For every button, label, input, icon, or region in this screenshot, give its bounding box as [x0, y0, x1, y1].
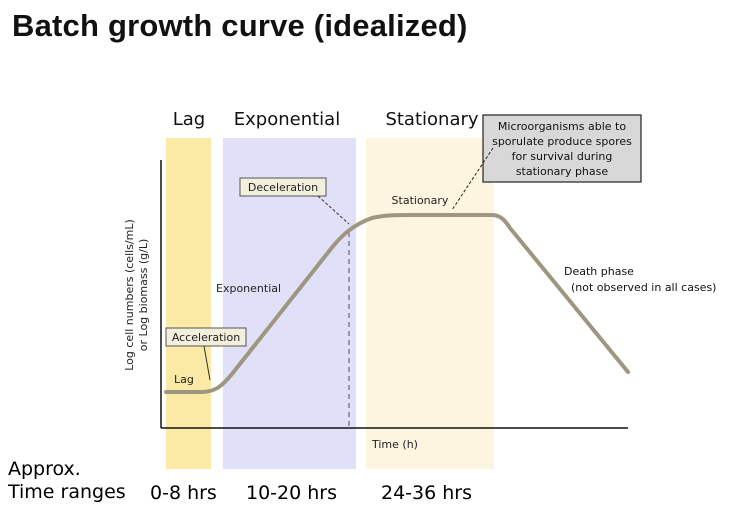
stationary-band [366, 138, 494, 469]
lag-band [166, 138, 211, 469]
phase-header-lag: Lag [173, 109, 205, 130]
phase-header-exponential: Exponential [234, 109, 340, 130]
callout-line-4: stationary phase [516, 165, 609, 178]
y-axis-label-line1: Log cell numbers (cells/mL) [123, 219, 136, 371]
deceleration-pointer [317, 195, 350, 225]
curve-label-death-note: (not observed in all cases) [571, 281, 716, 294]
callout-line-3: for survival during [512, 150, 613, 163]
page-title: Batch growth curve (idealized) [12, 8, 468, 43]
y-axis-label-line2: or Log biomass (g/L) [137, 239, 150, 351]
phase-header-stationary: Stationary [385, 109, 478, 130]
curve-label-deceleration: Deceleration [248, 181, 318, 194]
curve-label-exponential: Exponential [216, 282, 281, 295]
x-axis-label: Time (h) [371, 438, 418, 451]
callout-pointer [451, 147, 494, 211]
time-range-stationary: 24-36 hrs [381, 482, 473, 504]
acceleration-pointer [203, 345, 211, 381]
time-range-lag: 0-8 hrs [150, 482, 217, 504]
deceleration-label-box [239, 177, 327, 197]
time-range-exponential: 10-20 hrs [246, 482, 338, 504]
curve-label-lag: Lag [174, 373, 194, 386]
curve-label-death: Death phase [564, 265, 634, 278]
callout-line-2: sporulate produce spores [492, 135, 632, 148]
curve-label-acceleration: Acceleration [172, 331, 240, 344]
sporulation-callout-box [482, 114, 642, 183]
acceleration-label-box [165, 327, 247, 347]
callout-line-1: Microorganisms able to [498, 120, 626, 133]
curve-label-stationary: Stationary [392, 194, 449, 207]
growth-curve [164, 213, 630, 394]
time-range-label-line2: Time ranges [8, 481, 126, 503]
time-range-label-line1: Approx. [8, 458, 81, 480]
